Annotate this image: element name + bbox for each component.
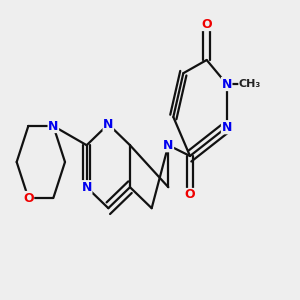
Text: CH₃: CH₃ [239,79,261,89]
Text: N: N [163,139,173,152]
Text: O: O [201,17,212,31]
Text: N: N [221,121,232,134]
Text: O: O [23,191,34,205]
Text: N: N [82,181,92,194]
Text: O: O [185,188,195,202]
Text: N: N [48,119,58,133]
Text: N: N [221,77,232,91]
Text: N: N [103,118,113,131]
